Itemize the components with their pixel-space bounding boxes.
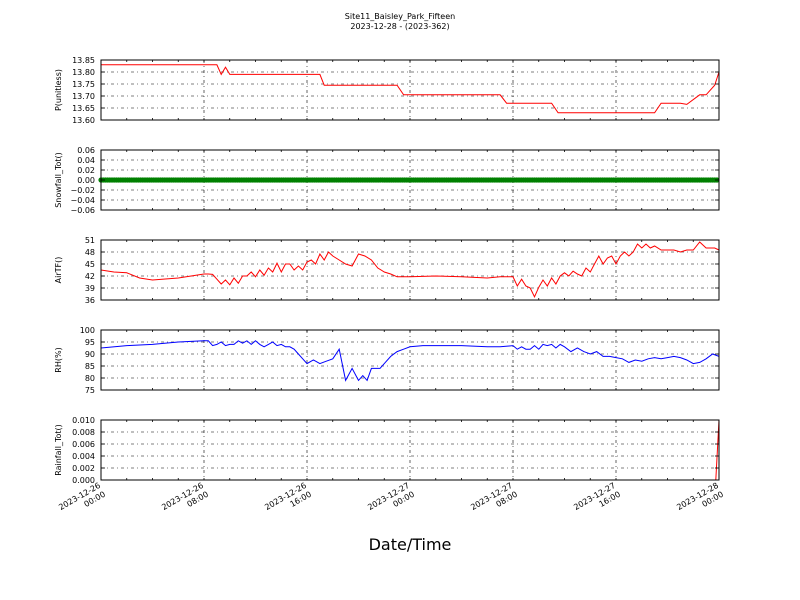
y-tick-label: 36 xyxy=(85,296,95,305)
y-tick-label: 13.80 xyxy=(72,68,95,77)
y-tick-label: 0.000 xyxy=(72,476,95,485)
y-axis-label: AirTF() xyxy=(54,257,63,284)
y-tick-label: 85 xyxy=(85,362,95,371)
y-tick-label: −0.04 xyxy=(70,196,95,205)
panels: 13.60 13.65 13.70 13.75 13.80 13.85 P(unitless… xyxy=(54,56,720,485)
y-tick-label: 13.75 xyxy=(72,80,95,89)
y-tick-label: 13.60 xyxy=(72,116,95,125)
y-tick-label: 100 xyxy=(80,326,95,335)
y-tick-label: 0.04 xyxy=(77,156,95,165)
y-tick-label: 0.002 xyxy=(72,464,95,473)
y-tick-label: 48 xyxy=(85,248,95,257)
y-tick-label: 0.008 xyxy=(72,428,95,437)
panel-4: 75 80 85 90 95 100 RH(%) xyxy=(54,326,720,395)
y-tick-label: 51 xyxy=(85,236,95,245)
y-tick-label: 0.06 xyxy=(77,146,95,155)
y-tick-label: 75 xyxy=(85,386,95,395)
y-tick-label: 95 xyxy=(85,338,95,347)
y-axis-label: RH(%) xyxy=(54,347,63,372)
y-tick-label: 0.010 xyxy=(72,416,95,425)
y-tick-label: 13.65 xyxy=(72,104,95,113)
y-tick-label: −0.06 xyxy=(70,206,95,215)
y-tick-label: 42 xyxy=(85,272,95,281)
series-line xyxy=(100,340,720,382)
panel-2: −0.06−0.04−0.020.000.020.040.06 Snowfall_… xyxy=(54,146,720,215)
chart-subtitle: 2023-12-28 - (2023-362) xyxy=(350,22,449,31)
y-tick-label: 45 xyxy=(85,260,95,269)
y-axis-label: P(unitless) xyxy=(54,69,63,111)
y-tick-label: 0.02 xyxy=(77,166,95,175)
x-axis-label: Date/Time xyxy=(369,535,452,554)
y-tick-label: 39 xyxy=(85,284,95,293)
y-axis-label: Snowfall_Tot() xyxy=(54,152,63,208)
y-tick-label: 0.00 xyxy=(77,176,95,185)
y-axis-label: Rainfall_Tot() xyxy=(54,424,63,476)
panel-3: 36 39 42 45 48 51 AirTF() xyxy=(54,236,720,305)
panel-1: 13.60 13.65 13.70 13.75 13.80 13.85 P(unitless… xyxy=(54,56,720,125)
chart-title: Site11_Baisley_Park_Fifteen xyxy=(345,12,455,21)
y-tick-label: 0.006 xyxy=(72,440,95,449)
y-tick-label: −0.02 xyxy=(70,186,95,195)
y-tick-label: 0.004 xyxy=(72,452,95,461)
y-tick-label: 80 xyxy=(85,374,95,383)
y-tick-label: 13.70 xyxy=(72,92,95,101)
y-tick-label: 13.85 xyxy=(72,56,95,65)
series-line xyxy=(100,241,720,298)
y-tick-label: 90 xyxy=(85,350,95,359)
series-line xyxy=(101,64,720,114)
panel-5: 0.000 0.002 0.004 0.006 0.008 0.010 Rainfall_T… xyxy=(54,416,720,485)
